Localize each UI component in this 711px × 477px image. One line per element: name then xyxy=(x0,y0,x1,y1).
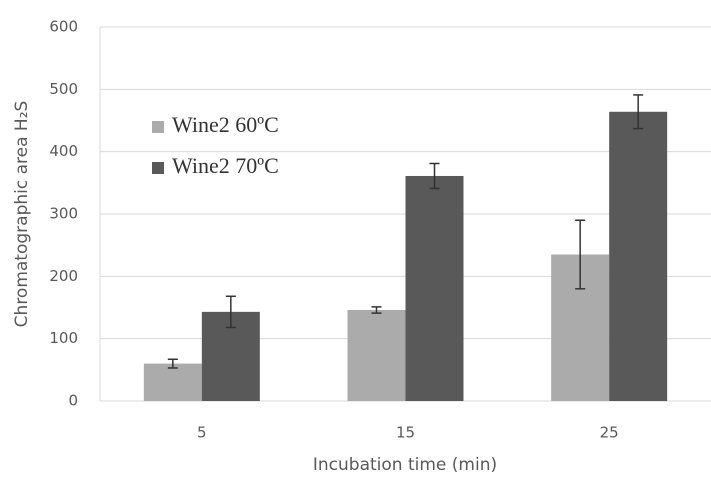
x-tick-label: 25 xyxy=(600,424,619,442)
bar xyxy=(347,309,406,401)
y-tick-label: 400 xyxy=(49,142,78,160)
legend-label: Wine2 60ºC xyxy=(172,112,279,137)
legend-label: Wine2 70ºC xyxy=(172,153,279,178)
x-axis-title: Incubation time (min) xyxy=(313,455,497,475)
y-tick-label: 300 xyxy=(49,205,78,223)
error-bar xyxy=(633,94,644,130)
x-tick-label: 5 xyxy=(197,424,207,442)
y-tick-label: 0 xyxy=(68,392,78,410)
y-tick-label: 200 xyxy=(49,267,78,285)
error-bar xyxy=(575,219,586,290)
y-tick-label: 600 xyxy=(49,18,78,36)
error-bar xyxy=(167,358,178,369)
x-tick-label: 15 xyxy=(396,424,415,442)
error-bar xyxy=(225,295,236,329)
legend-swatch xyxy=(152,162,164,174)
error-bar xyxy=(429,162,440,190)
bar xyxy=(405,175,464,401)
y-axis-title: Chromatographic area H₂S xyxy=(12,101,32,328)
y-tick-label: 500 xyxy=(49,80,78,98)
error-bar xyxy=(371,306,382,314)
legend-swatch xyxy=(152,121,164,133)
bar xyxy=(609,111,668,402)
y-tick-label: 100 xyxy=(49,329,78,347)
bar xyxy=(143,363,202,401)
